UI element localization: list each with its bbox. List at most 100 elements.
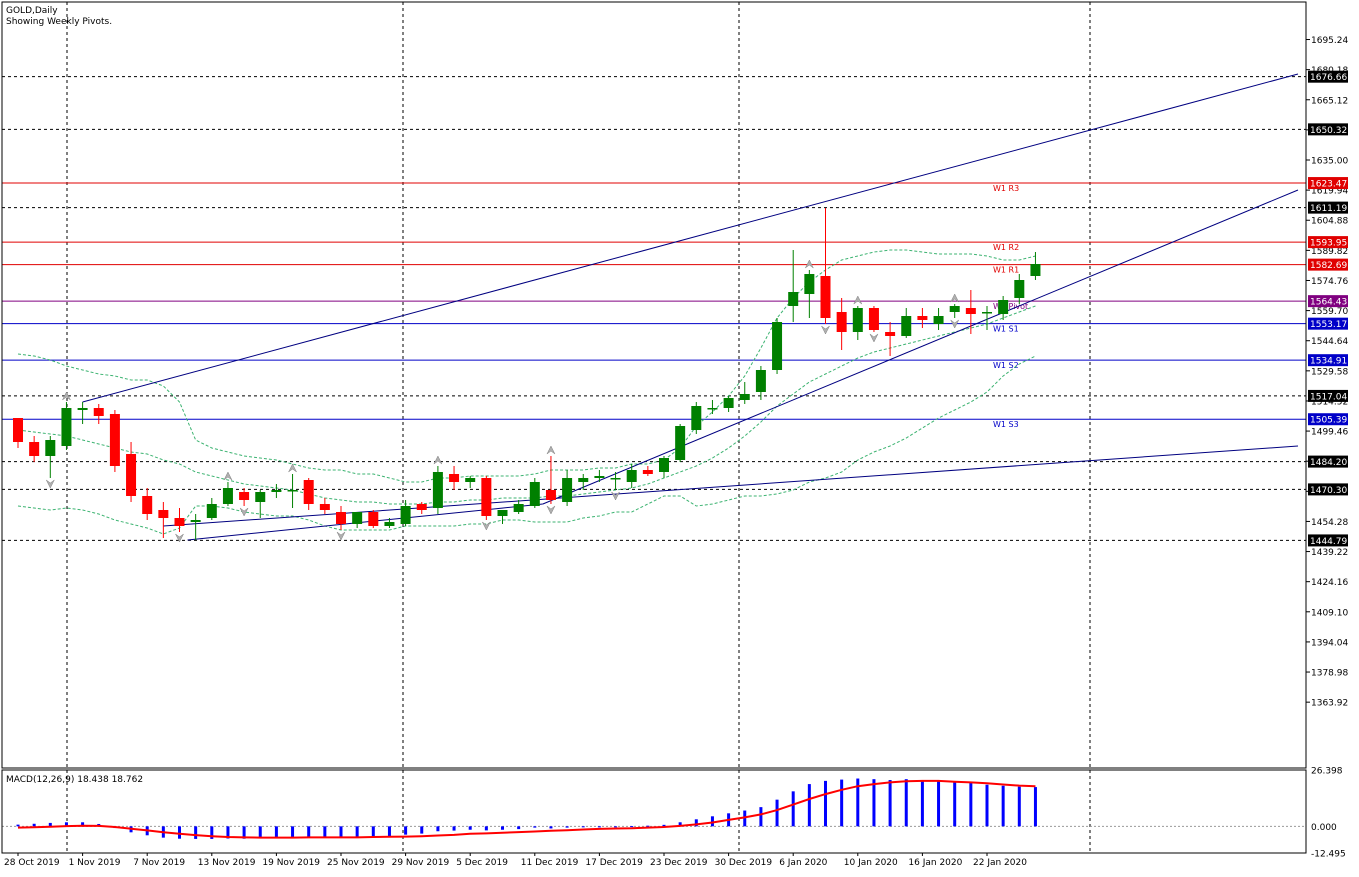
fractal-down-arrow-icon: [175, 533, 184, 543]
pivot-tag-bg-6: [1308, 413, 1348, 426]
candle-body: [93, 408, 104, 416]
price-tick-label-12: 1514.52: [1311, 397, 1348, 407]
level-tag-text-4: 1484.20: [1310, 458, 1347, 468]
candle: [1014, 274, 1025, 304]
macd-histogram-bar: [807, 784, 811, 827]
macd-histogram-bar: [824, 780, 827, 827]
pivot-label-4: W1 S1: [993, 325, 1019, 334]
candle: [45, 436, 56, 478]
level-tag-text-5: 1470.30: [1310, 486, 1347, 496]
candle-body: [852, 308, 863, 332]
date-label-14: 16 Jan 2020: [908, 858, 962, 868]
candle-body: [513, 504, 524, 512]
candle: [29, 436, 40, 462]
fractal-down-arrow-icon: [546, 505, 556, 515]
candle: [239, 488, 250, 506]
candle: [206, 498, 217, 520]
candle: [449, 466, 460, 490]
macd-histogram-bar: [468, 826, 472, 830]
macd-histogram-bar: [178, 826, 181, 839]
price-tick-label-5: 1619.94: [1311, 187, 1348, 197]
candle: [933, 308, 944, 330]
candle-body: [594, 476, 605, 478]
candle-body: [642, 470, 653, 474]
level-tag-bg-1: [1308, 123, 1348, 136]
date-label-6: 29 Nov 2019: [392, 858, 450, 868]
fractal-up-arrow-icon: [546, 445, 556, 455]
candle-body: [255, 492, 266, 502]
macd-histogram-bar: [937, 781, 941, 827]
price-tick-label-9: 1559.70: [1311, 307, 1348, 317]
macd-histogram-bar: [1001, 785, 1005, 827]
date-label-13: 10 Jan 2020: [844, 858, 898, 868]
date-label-4: 19 Nov 2019: [262, 858, 320, 868]
macd-histogram-bar: [32, 823, 36, 827]
price-tick-label-0: 1695.24: [1311, 36, 1348, 46]
price-tick-label-16: 1454.28: [1311, 518, 1348, 528]
price-tick-label-2: 1665.12: [1311, 96, 1348, 106]
date-label-8: 11 Dec 2019: [521, 858, 579, 868]
price-tick-label-7: 1589.82: [1311, 247, 1348, 257]
candle-body: [739, 394, 750, 400]
candle: [77, 402, 88, 424]
macd-histogram-bar: [452, 826, 456, 831]
candle: [723, 396, 734, 412]
candle: [319, 498, 330, 514]
candle: [675, 424, 686, 462]
candle: [513, 500, 524, 514]
candle-body: [432, 472, 443, 508]
pivot-label-5: W1 S2: [993, 361, 1019, 370]
candle: [594, 470, 605, 482]
price-tags: 1676.66 1650.32 1611.19 1517.04 1484.20 1470.…: [1308, 70, 1348, 547]
candle-body: [836, 312, 847, 332]
macd-histogram-bar: [969, 783, 973, 827]
candle-body: [416, 504, 427, 510]
macd-histogram-bar: [404, 826, 408, 835]
macd-histogram-bar: [565, 826, 569, 828]
fractal-up-arrow-icon: [950, 293, 959, 303]
price-tick-label-22: 1363.92: [1311, 699, 1348, 709]
macd-histogram-bar: [646, 825, 650, 827]
macd-histogram-bar: [710, 816, 714, 827]
candle: [820, 208, 831, 324]
candle-body: [13, 418, 23, 442]
date-label-3: 13 Nov 2019: [198, 858, 256, 868]
fractal-down-arrow-icon: [336, 531, 346, 541]
macd-histogram-bar: [355, 826, 359, 837]
macd-histogram-bar: [420, 826, 424, 834]
candle-body: [206, 504, 217, 518]
macd-axis-label-2: -12.495: [1311, 850, 1346, 860]
pivot-tag-text-5: 1534.91: [1310, 357, 1347, 367]
candle: [93, 404, 104, 424]
candle: [901, 308, 912, 338]
macd-histogram-bar: [840, 779, 844, 827]
macd-histogram-bar: [581, 826, 585, 828]
macd-histogram-bar: [307, 826, 311, 838]
bollinger-middle-line: [17, 305, 1036, 505]
macd-histogram-bar: [953, 782, 957, 827]
candle-body: [578, 478, 589, 482]
level-tag-bg-5: [1308, 483, 1348, 496]
candle: [998, 296, 1009, 320]
candle: [949, 304, 960, 318]
candle-body: [29, 442, 40, 456]
candle-body: [949, 306, 960, 312]
candle-body: [481, 478, 492, 516]
candle-body: [271, 490, 282, 492]
candle: [739, 382, 750, 404]
candle: [158, 502, 169, 538]
levels-layer: W1 R3 W1 R2 W1 R1 W1 Pivot W1 S1 W1 S2 W1 S3: [2, 76, 1306, 541]
date-label-7: 5 Dec 2019: [456, 858, 508, 868]
candle-body: [222, 488, 233, 504]
candle: [400, 500, 411, 526]
candle-body: [998, 300, 1009, 314]
candle: [755, 366, 766, 400]
candle-body: [465, 478, 476, 482]
candle: [336, 506, 346, 530]
date-label-9: 17 Dec 2019: [585, 858, 643, 868]
macd-label: MACD(12,26,9) 18.438 18.762: [6, 775, 143, 785]
candle: [804, 270, 815, 318]
macd-histogram-bar: [872, 779, 876, 827]
pivot-tag-text-3: 1564.43: [1310, 298, 1347, 308]
